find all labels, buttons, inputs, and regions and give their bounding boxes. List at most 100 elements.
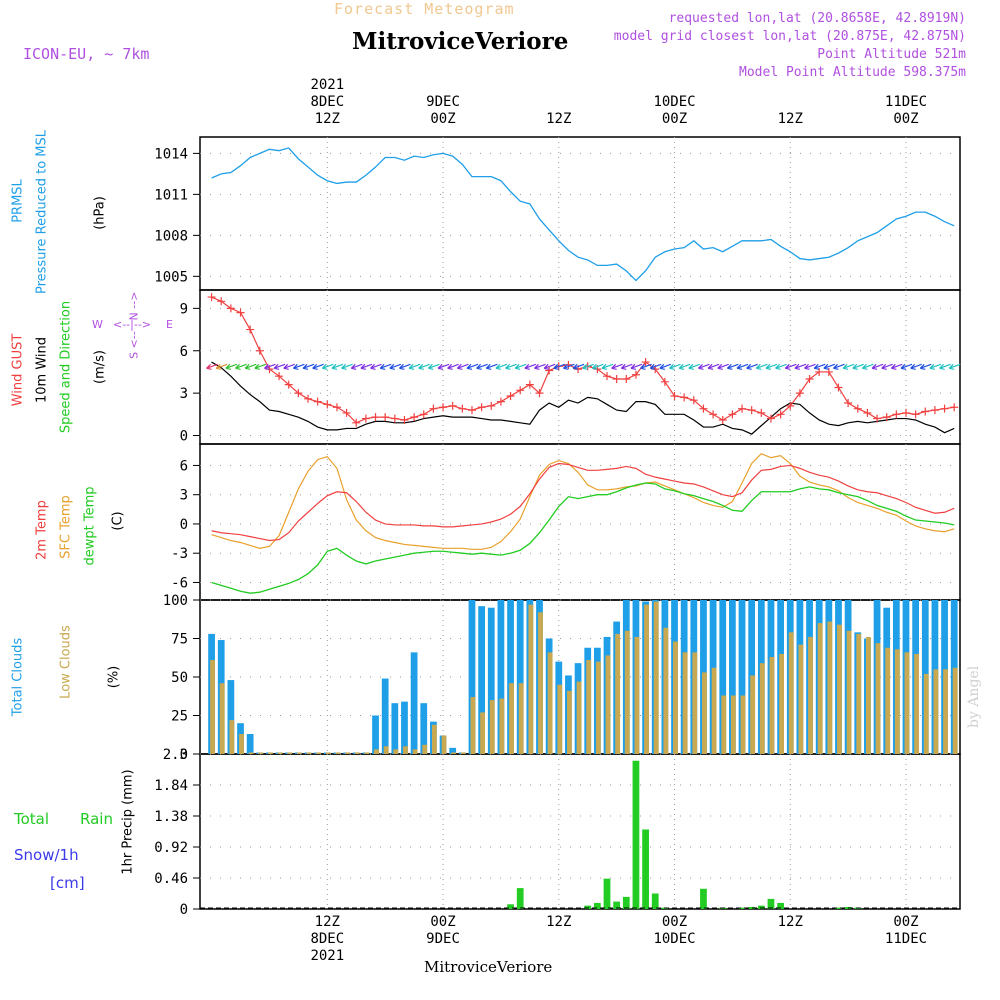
low-clouds-label: Low Clouds	[58, 625, 74, 699]
wind-arrow	[225, 363, 238, 370]
low-cloud-bar	[306, 752, 312, 754]
low-cloud-bar	[634, 636, 640, 754]
time-label-line	[750, 931, 830, 948]
compass-w: W	[92, 318, 103, 331]
low-cloud-bar	[875, 643, 881, 754]
low-cloud-bar	[296, 752, 302, 754]
gust-marker	[525, 380, 534, 389]
wind-arrow	[563, 363, 575, 370]
rain-bar	[603, 878, 611, 909]
gust-marker	[786, 401, 795, 410]
time-label-line	[519, 77, 599, 94]
prmsl-line	[211, 147, 955, 282]
time-label-line: 12Z	[546, 111, 572, 127]
wind-arrow	[939, 363, 951, 370]
wind-arrow	[206, 363, 218, 370]
rain-bar	[507, 904, 514, 909]
gust-marker	[477, 403, 486, 412]
gust-marker	[458, 404, 467, 413]
low-cloud-bar	[808, 636, 813, 754]
ytick-label: 1014	[154, 146, 188, 162]
gust-marker	[255, 346, 264, 355]
gust-marker	[863, 408, 872, 417]
ytick-label: 1.38	[154, 809, 188, 825]
low-cloud-bar	[422, 744, 428, 754]
time-label-line: 9DEC	[426, 931, 460, 947]
time-label: 00Z 11DEC	[866, 914, 946, 965]
time-label-line: 2021	[310, 77, 345, 93]
time-label-line: 00Z	[430, 111, 456, 127]
time-label-line	[635, 77, 715, 94]
gust-marker	[207, 293, 216, 302]
time-label-line: 11DEC	[884, 931, 928, 947]
wind-arrow	[283, 363, 295, 370]
wind-arrow	[736, 363, 749, 370]
low-cloud-bar	[354, 752, 360, 754]
low-cloud-bar	[798, 644, 804, 754]
compass-n: N -->	[127, 291, 141, 321]
time-label-line	[866, 948, 946, 965]
time-label-line: 12Z	[777, 914, 803, 930]
gust-marker	[882, 413, 891, 422]
time-label-line	[750, 948, 830, 965]
low-cloud-bar	[865, 636, 871, 754]
wind-arrow	[350, 363, 363, 370]
snow-unit-label: [cm]	[50, 874, 85, 892]
wind-label: 10m Wind	[34, 336, 50, 404]
t2m-line	[211, 462, 955, 542]
low-cloud-bar	[673, 641, 678, 754]
time-label-line: 12Z	[314, 111, 340, 127]
location-title: MitroviceVeriore	[352, 28, 569, 55]
ytick-label: 1008	[154, 228, 188, 244]
rain-bar	[767, 898, 775, 909]
wind-arrow	[861, 363, 874, 370]
ytick-label: 1011	[154, 187, 188, 203]
gust-marker	[622, 375, 631, 384]
gust-marker	[400, 415, 409, 424]
gust-marker	[284, 380, 293, 389]
time-label-line: 00Z	[430, 914, 456, 930]
compass-arrows: <--|-->	[113, 318, 152, 331]
wind-arrow	[717, 363, 729, 370]
ytick-label: 0.92	[154, 840, 188, 856]
low-cloud-bar	[403, 746, 408, 754]
wind-arrow	[321, 363, 334, 370]
wind-arrow	[611, 363, 623, 370]
wind-arrow	[543, 363, 556, 370]
wind-speed-line	[211, 361, 955, 435]
wind-arrow	[427, 363, 440, 370]
low-cloud-bar	[393, 749, 399, 754]
rain-bar	[700, 888, 707, 909]
low-cloud-bar	[586, 660, 592, 754]
gust-marker	[410, 413, 419, 422]
time-label-line: 11DEC	[884, 94, 928, 110]
gust-marker	[805, 375, 814, 384]
gust-marker	[670, 391, 679, 400]
clouds-unit-label: (%)	[106, 665, 122, 689]
gust-marker	[516, 386, 525, 395]
total-cloud-bar	[420, 703, 428, 754]
wind-arrow	[890, 363, 903, 370]
ytick-label: 1.84	[154, 778, 188, 794]
product-title: Forecast Meteogram	[334, 0, 515, 18]
wind-arrow	[842, 363, 855, 370]
time-label: 00Z 9DEC	[403, 914, 483, 965]
low-cloud-bar	[258, 752, 264, 754]
low-cloud-bar	[750, 675, 756, 754]
time-label-line: 00Z	[661, 111, 688, 127]
gust-marker	[911, 410, 920, 419]
time-label-line: 12Z	[777, 111, 803, 127]
gust-marker	[332, 403, 341, 412]
low-cloud-bar	[451, 752, 457, 754]
wind-arrow	[389, 363, 402, 370]
rain-bar	[613, 901, 621, 909]
rain-bar	[757, 905, 765, 909]
wind-arrow	[582, 363, 594, 370]
gust-marker	[535, 389, 544, 398]
time-label: 00Z 10DEC	[635, 914, 715, 965]
total-clouds-label: Total Clouds	[10, 637, 26, 717]
time-label-line	[750, 94, 830, 111]
temp-unit-label: (C)	[110, 511, 126, 531]
wind-arrow	[804, 363, 816, 370]
time-label-line: 00Z	[661, 914, 688, 930]
